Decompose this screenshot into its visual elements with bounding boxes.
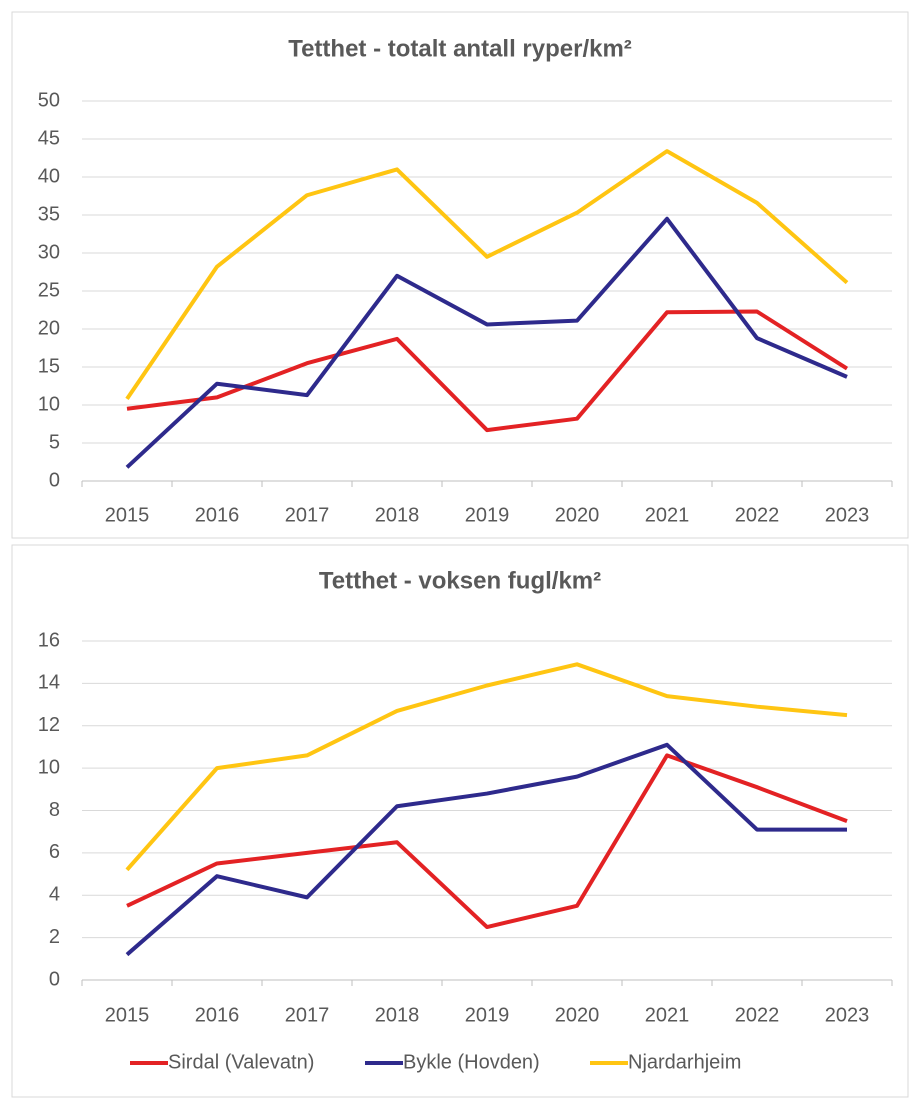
x-tick-label: 2021 <box>645 504 690 526</box>
y-tick-label: 40 <box>38 165 60 187</box>
y-tick-label: 45 <box>38 127 60 149</box>
y-tick-label: 25 <box>38 279 60 301</box>
y-tick-label: 10 <box>38 756 60 778</box>
x-tick-label: 2015 <box>105 1004 150 1026</box>
x-tick-label: 2016 <box>195 1004 240 1026</box>
y-tick-label: 6 <box>49 841 60 863</box>
y-tick-label: 0 <box>49 469 60 491</box>
x-tick-label: 2015 <box>105 504 150 526</box>
x-tick-label: 2018 <box>375 504 420 526</box>
y-tick-label: 0 <box>49 968 60 990</box>
y-tick-label: 20 <box>38 317 60 339</box>
x-tick-label: 2022 <box>735 504 780 526</box>
x-tick-label: 2019 <box>465 504 510 526</box>
y-tick-label: 12 <box>38 714 60 736</box>
x-tick-label: 2023 <box>825 1004 870 1026</box>
x-tick-label: 2019 <box>465 1004 510 1026</box>
legend-label: Bykle (Hovden) <box>403 1051 540 1073</box>
y-tick-label: 15 <box>38 355 60 377</box>
y-tick-label: 10 <box>38 393 60 415</box>
series-line <box>125 216 848 469</box>
chart-frame <box>11 11 909 539</box>
x-tick-label: 2020 <box>555 1004 600 1026</box>
legend-label: Njardarhjeim <box>628 1051 741 1073</box>
series-line <box>125 742 847 957</box>
y-tick-label: 5 <box>49 431 60 453</box>
y-tick-label: 8 <box>49 799 60 821</box>
x-tick-label: 2017 <box>285 1004 330 1026</box>
y-tick-label: 4 <box>49 884 60 906</box>
y-tick-label: 2 <box>49 926 60 948</box>
x-tick-label: 2023 <box>825 504 870 526</box>
x-tick-label: 2018 <box>375 1004 420 1026</box>
chart-title: Tetthet - totalt antall ryper/km² <box>288 35 632 62</box>
legend-label: Sirdal (Valevatn) <box>168 1051 314 1073</box>
chart-frame <box>11 544 909 1098</box>
y-tick-label: 14 <box>38 672 60 694</box>
y-tick-label: 30 <box>38 241 60 263</box>
series-line <box>125 149 849 401</box>
x-tick-label: 2017 <box>285 504 330 526</box>
series-line <box>125 662 848 872</box>
chart-title: Tetthet - voksen fugl/km² <box>319 567 601 594</box>
y-tick-label: 35 <box>38 203 60 225</box>
x-tick-label: 2022 <box>735 1004 780 1026</box>
x-tick-label: 2020 <box>555 504 600 526</box>
x-tick-label: 2021 <box>645 1004 690 1026</box>
x-tick-label: 2016 <box>195 504 240 526</box>
series-line <box>126 753 848 930</box>
y-tick-label: 50 <box>38 89 60 111</box>
y-tick-label: 16 <box>38 629 60 651</box>
